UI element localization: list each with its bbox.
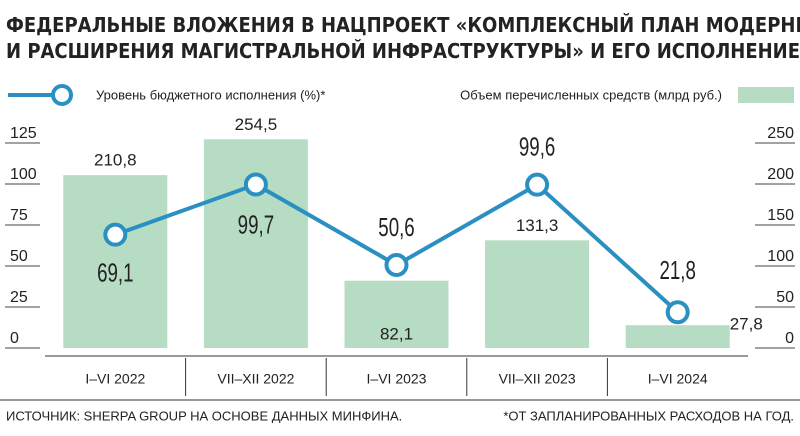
bar [63, 175, 168, 348]
y2-tick-label: 200 [767, 166, 794, 183]
line-label: 69,1 [97, 257, 133, 287]
line-label: 99,7 [238, 209, 274, 239]
bar [485, 240, 590, 348]
y-tick-label: 25 [10, 289, 28, 306]
y2-tick-label: 150 [767, 207, 794, 224]
y-tick-label: 125 [10, 125, 37, 142]
bar [203, 139, 308, 348]
line-marker [525, 172, 550, 197]
bar-label: 210,8 [94, 151, 137, 170]
y-tick-label: 50 [10, 248, 28, 265]
y-tick-label: 0 [10, 330, 19, 347]
line-label: 99,6 [519, 131, 555, 161]
note: *ОТ ЗАПЛАНИРОВАННЫХ РАСХОДОВ НА ГОД. [503, 408, 794, 423]
line-marker [384, 253, 409, 278]
line-label: 21,8 [659, 255, 695, 285]
legend-swatch [738, 87, 794, 103]
line-label: 50,6 [378, 212, 414, 242]
source: ИСТОЧНИК: SHERPA GROUP НА ОСНОВЕ ДАННЫХ … [6, 408, 402, 423]
y2-tick-label: 100 [767, 248, 794, 265]
line-marker [243, 172, 268, 197]
y2-tick-label: 50 [776, 289, 794, 306]
y2-tick-label: 0 [785, 330, 794, 347]
line-marker [665, 300, 690, 325]
x-tick-label: VII–XII 2023 [499, 371, 576, 387]
x-tick-label: VII–XII 2022 [217, 371, 294, 387]
y2-tick-label: 250 [767, 125, 794, 142]
line-marker [103, 222, 128, 247]
x-tick-label: I–VI 2023 [367, 371, 427, 387]
bar [625, 325, 730, 348]
legend-marker [51, 84, 73, 106]
bar [344, 280, 449, 348]
bar-label: 27,8 [730, 315, 763, 334]
legend-label: Уровень бюджетного исполнения (%)* [96, 87, 325, 102]
legend-label: Объем перечисленных средств (млрд руб.) [460, 87, 722, 102]
y-tick-label: 100 [10, 166, 37, 183]
chart-title: ФЕДЕРАЛЬНЫЕ ВЛОЖЕНИЯ В НАЦПРОЕКТ «КОМПЛЕ… [6, 13, 800, 63]
x-tick-label: I–VI 2024 [648, 371, 708, 387]
x-tick-label: I–VI 2022 [85, 371, 145, 387]
y-tick-label: 75 [10, 207, 28, 224]
bar-label: 254,5 [235, 115, 278, 134]
bar-label: 82,1 [380, 324, 413, 343]
bar-label: 131,3 [516, 216, 559, 235]
